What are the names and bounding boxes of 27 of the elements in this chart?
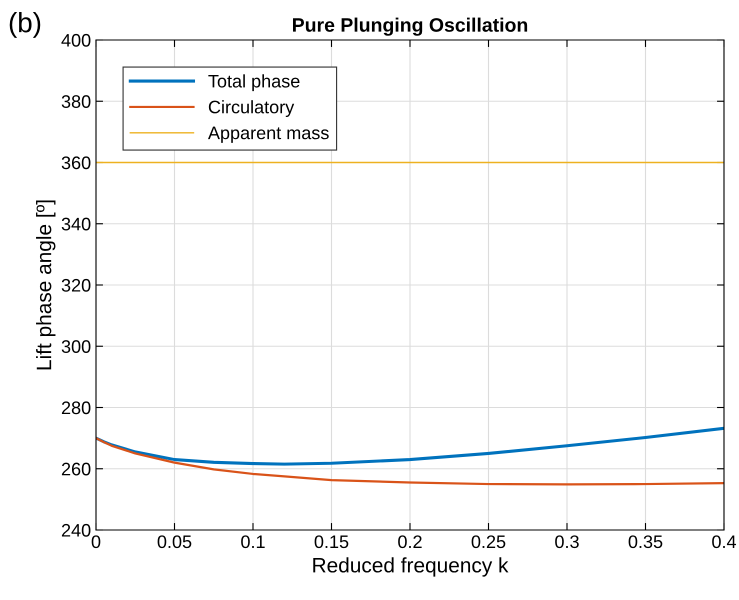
y-tick-label: 360 <box>62 156 90 170</box>
x-tick-label: 0.4 <box>712 535 736 548</box>
y-axis-title: Lift phase angle [º] <box>36 200 56 370</box>
x-axis-title: Reduced frequency k <box>313 557 508 577</box>
x-tick-label: 0.3 <box>555 535 579 548</box>
y-tick-label: 260 <box>62 462 90 476</box>
y-tick-label: 280 <box>62 401 90 414</box>
x-tick-label: 0.35 <box>628 535 662 548</box>
y-tick-label: 240 <box>62 524 90 537</box>
y-tick-label: 320 <box>62 278 90 292</box>
y-tick-label: 340 <box>62 218 90 230</box>
legend-label: Apparent mass <box>208 126 329 143</box>
chart-title: Pure Plunging Oscillation <box>293 18 528 36</box>
x-tick-label: 0.25 <box>472 535 506 548</box>
y-tick-label: 400 <box>61 34 90 47</box>
x-tick-label: 0 <box>92 535 100 548</box>
y-tick-label: 300 <box>62 340 90 353</box>
line-series <box>96 426 724 466</box>
legend-label: Total phase <box>208 74 300 92</box>
x-tick-label: 0.05 <box>158 535 192 548</box>
text: (b) <box>10 12 40 38</box>
x-tick-label: 0.2 <box>398 535 422 548</box>
x-tick-label: 0.1 <box>241 535 265 548</box>
legend-label: Circulatory <box>208 100 294 117</box>
x-tick-label: 0.15 <box>314 535 348 548</box>
line-series <box>96 437 724 486</box>
y-tick-label: 380 <box>62 95 90 108</box>
